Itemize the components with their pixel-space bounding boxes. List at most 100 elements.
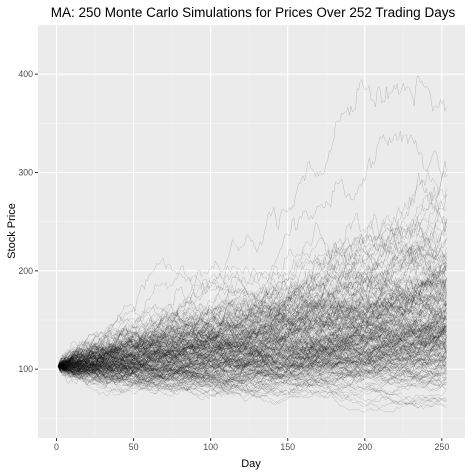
chart-title: MA: 250 Monte Carlo Simulations for Pric…: [51, 5, 456, 20]
simulation-path: [57, 286, 447, 367]
simulation-path: [57, 252, 447, 367]
simulation-path: [57, 193, 447, 369]
simulation-path: [57, 322, 447, 373]
simulation-path: [57, 287, 447, 374]
simulation-path: [57, 299, 447, 373]
simulation-path: [57, 276, 447, 369]
simulation-path: [57, 301, 447, 372]
simulation-path: [58, 318, 447, 370]
simulation-path: [57, 342, 447, 377]
simulation-path: [58, 345, 447, 378]
simulation-path: [57, 321, 447, 370]
simulation-path: [57, 294, 447, 371]
simulation-path: [57, 316, 447, 376]
simulation-path: [57, 330, 447, 383]
simulation-path: [57, 336, 447, 387]
simulation-path: [57, 345, 447, 382]
simulation-path: [57, 353, 447, 384]
simulation-path: [57, 314, 447, 384]
simulation-path: [57, 291, 447, 375]
simulation-path: [57, 265, 447, 374]
simulation-path: [57, 293, 447, 367]
simulation-path: [57, 290, 447, 367]
simulation-path: [57, 323, 447, 374]
simulation-path: [57, 277, 447, 367]
simulation-path: [57, 301, 447, 372]
simulation-path: [57, 326, 447, 373]
simulation-path: [57, 267, 447, 376]
simulation-path: [57, 306, 447, 378]
simulation-path: [57, 302, 447, 374]
x-tick-labels: 0 50 100 150 200 250: [54, 442, 449, 452]
simulation-path: [57, 285, 447, 384]
simulation-path: [57, 313, 447, 384]
simulation-path: [57, 328, 447, 373]
simulation-path: [57, 296, 447, 367]
simulation-path: [57, 323, 447, 375]
simulation-path: [57, 289, 447, 367]
simulation-path: [57, 359, 447, 409]
simulation-path: [57, 333, 447, 382]
simulation-path: [57, 352, 447, 382]
simulation-path: [57, 348, 447, 382]
simulation-path: [57, 338, 447, 377]
simulation-path: [57, 350, 447, 385]
simulation-path: [57, 210, 447, 371]
simulation-path: [57, 311, 447, 379]
simulation-path: [57, 341, 447, 380]
simulation-path: [58, 354, 447, 394]
simulation-path: [57, 301, 447, 367]
simulation-path: [58, 271, 447, 368]
simulation-path: [57, 285, 447, 375]
simulation-path: [57, 293, 447, 376]
simulation-path: [58, 215, 447, 374]
simulation-path: [57, 322, 447, 377]
simulation-path: [57, 361, 447, 392]
simulation-path: [57, 263, 447, 367]
simulation-path: [57, 331, 447, 369]
simulation-path: [57, 298, 447, 367]
simulation-path: [57, 318, 447, 385]
simulation-path: [57, 330, 447, 374]
simulation-path: [57, 215, 447, 369]
simulation-path: [57, 272, 447, 367]
simulation-path: [58, 341, 447, 382]
simulation-path: [57, 254, 447, 367]
simulation-path: [57, 336, 447, 374]
simulation-path: [57, 296, 447, 380]
simulation-path: [57, 227, 447, 371]
simulation-path: [57, 293, 447, 370]
simulation-path: [57, 317, 447, 378]
simulation-path: [57, 336, 447, 382]
simulation-path: [57, 351, 447, 380]
simulation-path: [57, 233, 447, 373]
simulation-path: [57, 350, 447, 390]
simulation-path: [57, 345, 447, 384]
simulation-path: [57, 343, 447, 378]
simulation-path: [57, 262, 447, 370]
simulation-path: [57, 277, 447, 382]
simulation-path: [57, 265, 447, 371]
simulation-path: [57, 360, 447, 402]
x-tick-label-150: 150: [280, 442, 295, 452]
simulation-path: [57, 314, 447, 368]
simulation-path: [57, 350, 447, 392]
simulation-path: [57, 332, 447, 385]
simulation-path: [57, 355, 447, 397]
simulation-path: [57, 277, 447, 369]
simulation-path: [58, 347, 447, 386]
simulation-path: [57, 330, 447, 373]
simulation-path: [57, 297, 447, 370]
simulation-path: [57, 296, 447, 377]
simulation-path: [57, 322, 447, 374]
simulation-path: [57, 309, 447, 370]
simulation-path: [57, 366, 447, 399]
simulation-path: [57, 306, 447, 367]
simulation-path: [57, 337, 447, 383]
simulation-path: [57, 282, 447, 371]
simulation-path: [57, 307, 447, 372]
simulation-path: [57, 334, 447, 377]
simulation-path: [57, 279, 447, 371]
simulation-path: [57, 334, 447, 388]
y-tick-label-200: 200: [18, 266, 33, 276]
